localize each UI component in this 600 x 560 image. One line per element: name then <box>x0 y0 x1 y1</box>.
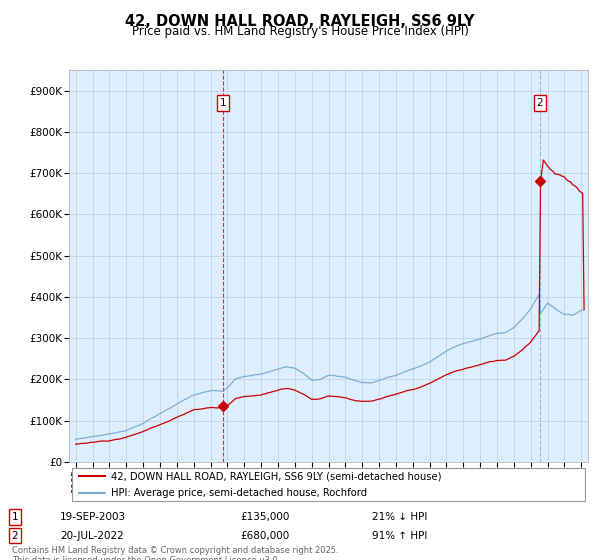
Text: 91% ↑ HPI: 91% ↑ HPI <box>372 530 427 540</box>
Text: 42, DOWN HALL ROAD, RAYLEIGH, SS6 9LY: 42, DOWN HALL ROAD, RAYLEIGH, SS6 9LY <box>125 14 475 29</box>
Text: Price paid vs. HM Land Registry's House Price Index (HPI): Price paid vs. HM Land Registry's House … <box>131 25 469 38</box>
Text: HPI: Average price, semi-detached house, Rochford: HPI: Average price, semi-detached house,… <box>110 488 367 498</box>
Text: 21% ↓ HPI: 21% ↓ HPI <box>372 512 427 522</box>
Text: 20-JUL-2022: 20-JUL-2022 <box>60 530 124 540</box>
Text: Contains HM Land Registry data © Crown copyright and database right 2025.
This d: Contains HM Land Registry data © Crown c… <box>12 545 338 560</box>
Text: 1: 1 <box>11 512 19 522</box>
Text: £135,000: £135,000 <box>240 512 289 522</box>
Text: 2: 2 <box>11 530 19 540</box>
FancyBboxPatch shape <box>71 468 586 501</box>
Text: 42, DOWN HALL ROAD, RAYLEIGH, SS6 9LY (semi-detached house): 42, DOWN HALL ROAD, RAYLEIGH, SS6 9LY (s… <box>110 472 441 481</box>
Text: 2: 2 <box>536 98 543 108</box>
Text: 1: 1 <box>220 98 226 108</box>
Text: 19-SEP-2003: 19-SEP-2003 <box>60 512 126 522</box>
Text: £680,000: £680,000 <box>240 530 289 540</box>
